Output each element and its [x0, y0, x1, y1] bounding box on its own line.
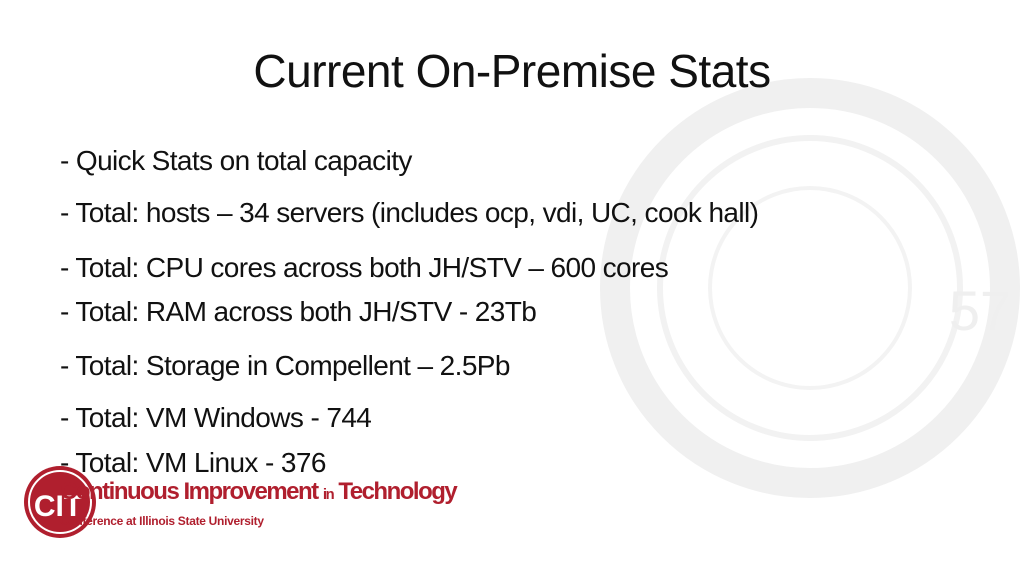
university-seal-watermark: 57 [600, 78, 1020, 498]
cit-conference-logo: CIT Continuous Improvement in Technology… [22, 462, 458, 542]
slide-title: Current On-Premise Stats [253, 45, 771, 97]
logo-main-text: Continuous Improvement in Technology [60, 478, 458, 505]
svg-text:CIT: CIT [34, 490, 82, 523]
bullet-storage: - Total: Storage in Compellent – 2.5Pb [60, 350, 510, 381]
bullet-vm-linux: - Total: VM Linux - 376 [60, 447, 326, 478]
bullet-hosts: - Total: hosts – 34 servers (includes oc… [60, 197, 759, 228]
cit-monogram-icon: CIT [24, 466, 96, 538]
bullet-ram: - Total: RAM across both JH/STV - 23Tb [60, 296, 537, 327]
bullet-cpu-cores: - Total: CPU cores across both JH/STV – … [60, 252, 669, 283]
seal-year: 57 [949, 279, 1011, 342]
bullet-quick-stats: - Quick Stats on total capacity [60, 145, 412, 176]
bullet-vm-windows: - Total: VM Windows - 744 [60, 402, 372, 433]
logo-sub-text: Conference at Illinois State University [60, 514, 264, 528]
